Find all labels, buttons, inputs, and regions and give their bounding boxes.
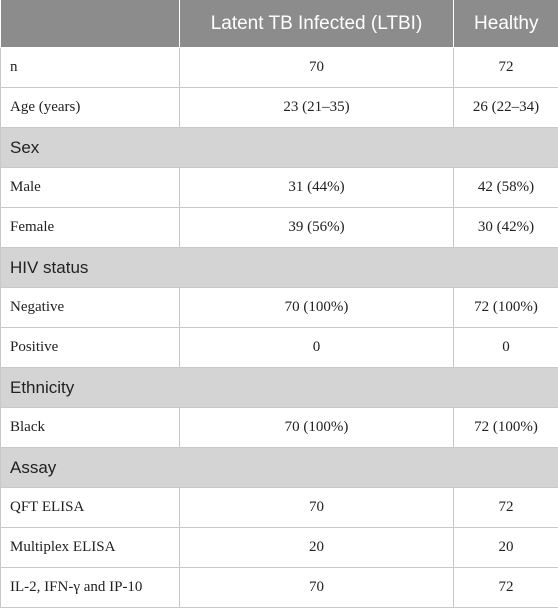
healthy-value: 42 (58%) xyxy=(454,168,558,208)
row-label: Male xyxy=(1,168,180,208)
table-row: Black 70 (100%) 72 (100%) xyxy=(1,408,558,448)
healthy-value: 30 (42%) xyxy=(454,208,558,248)
row-label: Female xyxy=(1,208,180,248)
section-row-sex: Sex xyxy=(1,128,558,168)
table-row: Multiplex ELISA 20 20 xyxy=(1,528,558,568)
section-row-hiv-status: HIV status xyxy=(1,248,558,288)
row-label: Negative xyxy=(1,288,180,328)
section-row-ethnicity: Ethnicity xyxy=(1,368,558,408)
section-heading: Assay xyxy=(1,448,558,488)
section-heading: HIV status xyxy=(1,248,558,288)
table-row: QFT ELISA 70 72 xyxy=(1,488,558,528)
healthy-value: 26 (22–34) xyxy=(454,88,558,128)
ltbi-value: 70 xyxy=(180,488,454,528)
healthy-value: 72 xyxy=(454,568,558,608)
ltbi-value: 23 (21–35) xyxy=(180,88,454,128)
ltbi-value: 70 xyxy=(180,568,454,608)
ltbi-value: 31 (44%) xyxy=(180,168,454,208)
section-heading: Sex xyxy=(1,128,558,168)
ltbi-value: 70 (100%) xyxy=(180,288,454,328)
healthy-value: 0 xyxy=(454,328,558,368)
row-label: Age (years) xyxy=(1,88,180,128)
ltbi-value: 39 (56%) xyxy=(180,208,454,248)
healthy-value: 72 (100%) xyxy=(454,408,558,448)
row-label: Black xyxy=(1,408,180,448)
table-row: Negative 70 (100%) 72 (100%) xyxy=(1,288,558,328)
header-ltbi: Latent TB Infected (LTBI) xyxy=(180,0,454,48)
header-healthy: Healthy xyxy=(454,0,558,48)
section-heading: Ethnicity xyxy=(1,368,558,408)
table-header-row: Latent TB Infected (LTBI) Healthy xyxy=(1,0,558,48)
row-label: IL-2, IFN-γ and IP-10 xyxy=(1,568,180,608)
table-row: Female 39 (56%) 30 (42%) xyxy=(1,208,558,248)
section-row-assay: Assay xyxy=(1,448,558,488)
table-row: n 70 72 xyxy=(1,48,558,88)
healthy-value: 72 xyxy=(454,488,558,528)
row-label: QFT ELISA xyxy=(1,488,180,528)
healthy-value: 20 xyxy=(454,528,558,568)
healthy-value: 72 (100%) xyxy=(454,288,558,328)
ltbi-value: 70 (100%) xyxy=(180,408,454,448)
header-blank-cell xyxy=(1,0,180,48)
table-row: IL-2, IFN-γ and IP-10 70 72 xyxy=(1,568,558,608)
ltbi-value: 70 xyxy=(180,48,454,88)
table-row: Positive 0 0 xyxy=(1,328,558,368)
row-label: Positive xyxy=(1,328,180,368)
table-row: Male 31 (44%) 42 (58%) xyxy=(1,168,558,208)
row-label: Multiplex ELISA xyxy=(1,528,180,568)
table-row: Age (years) 23 (21–35) 26 (22–34) xyxy=(1,88,558,128)
ltbi-value: 0 xyxy=(180,328,454,368)
row-label: n xyxy=(1,48,180,88)
healthy-value: 72 xyxy=(454,48,558,88)
ltbi-value: 20 xyxy=(180,528,454,568)
